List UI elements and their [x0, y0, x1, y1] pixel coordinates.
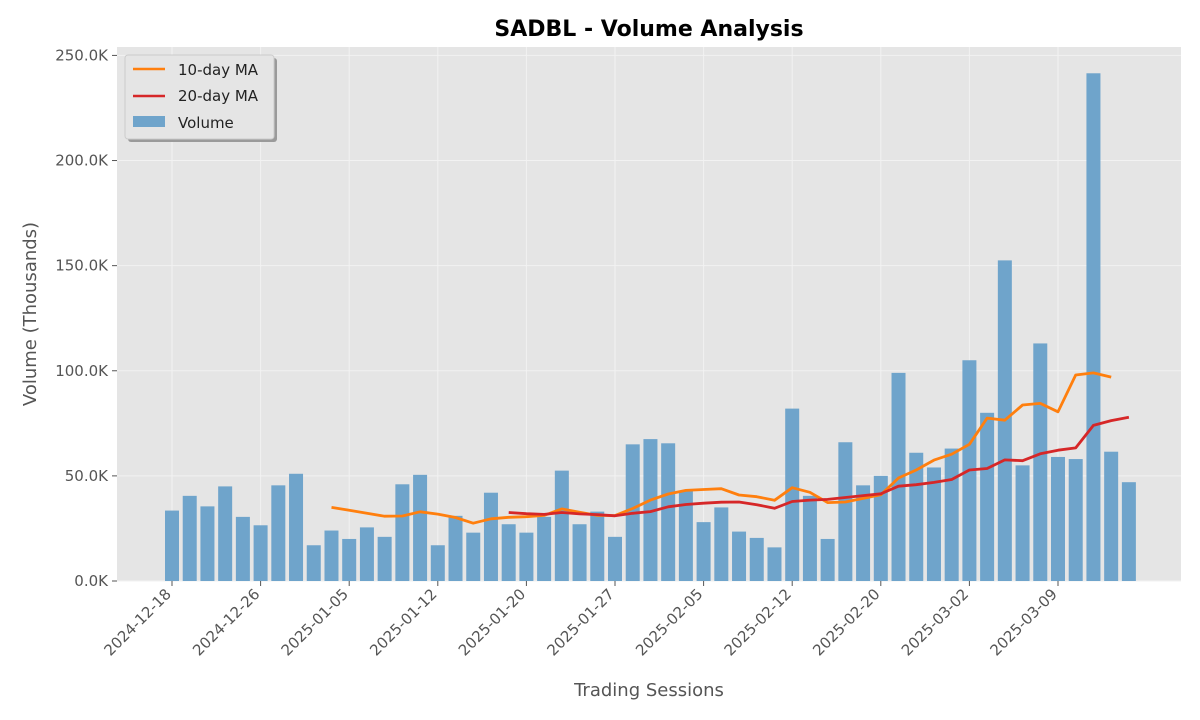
x-tick-label: 2025-02-20 [809, 585, 883, 659]
volume-bar [289, 473, 304, 581]
x-tick-label: 2025-01-27 [543, 585, 617, 659]
volume-bars [165, 73, 1136, 581]
volume-bar [1051, 456, 1065, 581]
volume-bar [980, 412, 995, 581]
volume-bar [165, 510, 179, 581]
volume-bar [944, 448, 959, 581]
volume-bar [430, 545, 445, 581]
volume-bar [519, 532, 534, 581]
volume-bar [235, 516, 250, 581]
10-day-ma-line [331, 371, 1112, 525]
volume-bar [324, 530, 339, 581]
volume-bar [1033, 343, 1048, 581]
y-tick-label: 200.0K [55, 152, 109, 170]
volume-bar [342, 538, 357, 581]
volume-bar [785, 408, 800, 581]
volume-bar [696, 522, 711, 581]
volume-bar [182, 495, 197, 581]
volume-bar [395, 484, 410, 581]
volume-bar [483, 492, 498, 581]
y-tick-label: 0.0K [74, 572, 109, 590]
volume-bar [306, 545, 321, 581]
x-tick-label: 2025-03-09 [986, 585, 1060, 659]
volume-bar [1121, 482, 1136, 581]
x-tick-label: 2025-02-05 [632, 585, 706, 659]
volume-bar [501, 524, 516, 581]
y-axis-label: Volume (Thousands) [20, 222, 41, 406]
volume-bar [537, 516, 552, 581]
volume-bar [466, 532, 481, 581]
y-tick-label: 50.0K [65, 467, 109, 485]
volume-bar [926, 467, 941, 581]
chart-title: SADBL - Volume Analysis [494, 17, 803, 42]
volume-bar [820, 538, 835, 581]
volume-bar [253, 525, 268, 581]
x-axis-ticks: 2024-12-18 2024-12-26 2025-01-05 2025-01-12… [100, 581, 1061, 659]
legend-label-volume: Volume [178, 114, 234, 132]
volume-bar [377, 536, 392, 581]
volume-bar [271, 485, 286, 581]
volume-bar [856, 485, 871, 581]
volume-bar [1104, 451, 1119, 581]
legend-swatch-volume [133, 116, 165, 127]
volume-bar [218, 486, 233, 581]
y-tick-label: 250.0K [55, 46, 109, 64]
x-tick-label: 2025-01-05 [278, 585, 352, 659]
legend-label-10-day-ma: 10-day MA [178, 61, 259, 79]
y-tick-label: 100.0K [55, 362, 109, 380]
volume-bar [359, 527, 374, 581]
volume-bar [554, 470, 569, 581]
volume-bar [732, 531, 747, 581]
volume-bar [590, 511, 605, 581]
volume-bar [714, 507, 729, 581]
x-tick-label: 2025-03-02 [898, 585, 972, 659]
x-tick-label: 2025-02-12 [721, 585, 795, 659]
y-axis-ticks: 0.0K 50.0K 100.0K 150.0K 200.0K 250.0K [55, 46, 117, 590]
volume-bar [838, 442, 853, 581]
volume-bar [1086, 73, 1101, 581]
volume-bar [608, 536, 622, 581]
volume-bar [767, 547, 782, 581]
volume-bar [448, 515, 463, 581]
volume-bar [678, 490, 693, 581]
volume-bar [1015, 465, 1030, 581]
legend-label-20-day-ma: 20-day MA [178, 87, 259, 105]
moving-average-lines [331, 371, 1130, 525]
volume-bar [643, 439, 658, 581]
volume-bar [749, 537, 764, 581]
x-axis-label: Trading Sessions [573, 680, 724, 701]
volume-bar [413, 474, 428, 581]
volume-bar [1068, 459, 1083, 581]
20-day-ma-line [508, 415, 1130, 518]
x-tick-label: 2024-12-18 [100, 585, 174, 659]
y-tick-label: 150.0K [55, 257, 109, 275]
legend: 10-day MA 20-day MA Volume [124, 54, 277, 142]
volume-bar [802, 495, 817, 581]
volume-bar [661, 443, 676, 581]
x-tick-label: 2024-12-26 [189, 585, 263, 659]
volume-bar [200, 506, 215, 581]
volume-bar [572, 524, 587, 581]
x-tick-label: 2025-01-12 [366, 585, 440, 659]
x-tick-label: 2025-01-20 [455, 585, 529, 659]
volume-bar [873, 475, 888, 581]
